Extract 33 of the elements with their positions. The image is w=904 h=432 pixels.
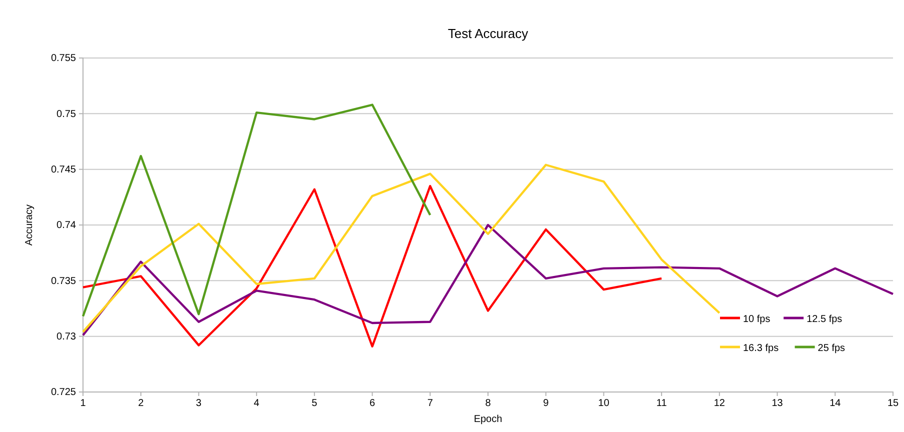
x-axis-title: Epoch xyxy=(474,414,502,425)
x-tick-label: 8 xyxy=(485,398,492,410)
y-tick-label: 0.75 xyxy=(56,108,76,120)
legend-label: 12.5 fps xyxy=(806,314,842,325)
legend-label: 25 fps xyxy=(818,343,846,354)
y-tick-label: 0.725 xyxy=(50,387,76,398)
x-tick-label: 9 xyxy=(543,398,550,410)
y-tick-label: 0.73 xyxy=(56,332,76,343)
line-series xyxy=(82,184,663,348)
y-tick-label: 0.735 xyxy=(50,276,76,287)
x-tick-label: 6 xyxy=(370,398,376,410)
y-tick-label: 0.755 xyxy=(50,53,76,64)
y-axis-title: Accuracy xyxy=(24,204,35,246)
line-series xyxy=(82,104,432,318)
chart-title: Test Accuracy xyxy=(448,26,529,41)
line-series xyxy=(82,224,894,336)
x-tick-label: 12 xyxy=(714,398,726,410)
x-tick-label: 13 xyxy=(772,398,784,410)
y-tick-label: 0.745 xyxy=(50,164,76,176)
x-tick-label: 15 xyxy=(887,398,899,410)
x-tick-label: 11 xyxy=(656,398,668,410)
y-tick-label: 0.74 xyxy=(56,220,76,232)
line-series xyxy=(82,164,721,333)
x-tick-label: 14 xyxy=(830,398,842,410)
legend-label: 10 fps xyxy=(743,314,770,325)
x-tick-label: 1 xyxy=(80,398,86,410)
x-tick-label: 5 xyxy=(312,398,318,410)
x-tick-label: 10 xyxy=(598,398,610,410)
legend-label: 16.3 fps xyxy=(743,343,779,354)
x-tick-label: 2 xyxy=(138,398,144,410)
x-tick-label: 3 xyxy=(196,398,202,410)
x-tick-label: 4 xyxy=(254,398,260,410)
x-tick-label: 7 xyxy=(427,398,434,410)
